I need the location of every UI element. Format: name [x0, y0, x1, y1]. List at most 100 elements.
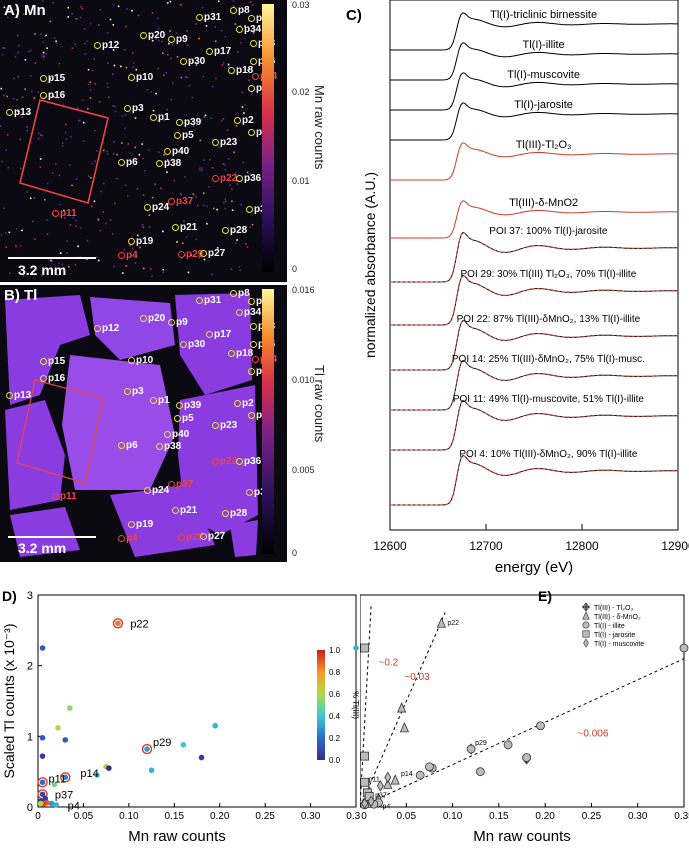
mn-speck: [113, 265, 115, 268]
e-point-diamond: [361, 797, 369, 810]
poi-ring: [236, 25, 243, 33]
poi-ring: [196, 296, 203, 304]
e-fit-line: [360, 605, 372, 808]
mn-speck: [121, 142, 123, 144]
poi-label: p10: [136, 355, 154, 366]
poi-marker-p23: p23: [212, 420, 237, 431]
xanes-poi-label: POI 4: 10% Tl(III)-δMnO₂, 90% Tl(I)-illi…: [459, 449, 637, 460]
mn-speck: [126, 195, 129, 197]
mn-speck: [8, 231, 11, 234]
mn-speck: [7, 8, 10, 10]
mn-speck: [3, 207, 5, 210]
poi-marker-p36: p36: [236, 173, 261, 184]
poi-ring: [164, 147, 171, 155]
d-colorbar-tick: 1.0: [329, 646, 341, 655]
mn-speck: [49, 77, 51, 80]
mn-speck: [148, 214, 151, 216]
e-point-triangle: [399, 721, 410, 733]
xanes-standard-label: Tl(I)-triclinic birnessite: [490, 9, 597, 21]
xanes-xlabel: energy (eV): [495, 559, 573, 576]
poi-ring: [250, 57, 257, 65]
xanes-standard-label: Tl(I)-illite: [523, 39, 565, 51]
mn-speck: [26, 191, 29, 193]
mn-speck: [233, 151, 235, 154]
mn-speck: [113, 152, 115, 155]
poi-marker-p21: p21: [172, 505, 197, 516]
mn-speck: [59, 203, 61, 206]
mn-speck: [75, 225, 77, 227]
poi-marker-p11: p11: [52, 208, 77, 219]
poi-label: p22: [220, 173, 238, 184]
mn-speck: [151, 196, 154, 199]
poi-label: p5: [182, 413, 194, 424]
poi-label: p4: [126, 533, 138, 544]
e-legend-item: Tl(I) - jarosite: [582, 630, 635, 639]
e-point-diamond: [583, 638, 589, 648]
mn-speck: [249, 226, 251, 228]
poi-ring: [250, 322, 257, 330]
mn-speck: [163, 154, 165, 156]
poi-ring: [40, 357, 47, 365]
mn-speck: [168, 42, 170, 45]
mn-speck: [244, 103, 246, 106]
mn-speck: [135, 68, 138, 71]
mn-speck: [0, 234, 3, 236]
d-frame: [37, 594, 357, 808]
xanes-curve: [390, 319, 678, 371]
mn-speck: [203, 204, 205, 207]
mn-speck: [125, 265, 128, 267]
mn-speck: [26, 112, 29, 115]
d-annotation: p4: [68, 801, 80, 813]
mn-speck: [176, 56, 179, 58]
mn-speck: [52, 2, 54, 4]
mn-speck: [125, 25, 127, 28]
tl-cbar-title: Tl raw counts: [312, 365, 327, 443]
poi-label: p7: [256, 366, 268, 377]
e-point-triangle: [436, 617, 447, 628]
poi-label: p15: [48, 73, 66, 84]
xanes-curve: [390, 454, 678, 506]
mn-speck: [114, 105, 116, 108]
poi-ring: [234, 399, 241, 407]
mn-speck: [89, 97, 92, 99]
mn-speck: [14, 55, 17, 58]
poi-ring: [144, 486, 151, 494]
mn-speck: [112, 73, 114, 75]
mn-speck: [204, 19, 206, 21]
mn-speck: [138, 153, 141, 156]
mn-speck: [126, 8, 128, 10]
mn-speck: [169, 0, 172, 3]
mn-speck: [220, 120, 223, 122]
mn-speck: [231, 209, 234, 211]
e-legend-label: Tl(III) - Tl₂O₃: [594, 605, 633, 612]
mn-speck: [69, 164, 71, 166]
mn-speck: [184, 76, 187, 78]
mn-speck: [114, 202, 116, 205]
mn-speck: [216, 208, 218, 211]
poi-label: p27: [208, 248, 226, 259]
mn-speck: [58, 262, 60, 265]
mn-speck: [76, 107, 79, 109]
mn-speck: [239, 269, 242, 272]
scatter-e: E) 0 0.05 0.10 0.15 0.20 0.25 0.30 0.35 Mn raw co…: [360, 588, 689, 845]
mn-speck: [2, 47, 4, 49]
mn-speck: [19, 244, 22, 247]
mn-speck: [251, 92, 253, 94]
mn-speck: [209, 159, 211, 161]
e-series: [360, 643, 689, 810]
e-point-circle: [475, 767, 485, 777]
poi-marker-p28: p28: [222, 225, 247, 236]
poi-label: p27: [208, 531, 226, 542]
xanes-standard-label: Tl(III)-Tl₂O₃: [516, 139, 572, 151]
poi-marker-p13: p13: [6, 390, 31, 401]
mn-speck: [179, 149, 182, 151]
mn-speck: [111, 233, 114, 235]
mn-speck: [127, 143, 130, 145]
poi-ring: [180, 340, 187, 348]
poi-ring: [230, 289, 237, 297]
d-xtick-label: 0.10: [119, 811, 139, 822]
mn-speck: [246, 246, 249, 248]
mn-speck: [136, 234, 139, 237]
mn-speck: [13, 77, 15, 80]
e-annotation: p11: [369, 777, 380, 784]
